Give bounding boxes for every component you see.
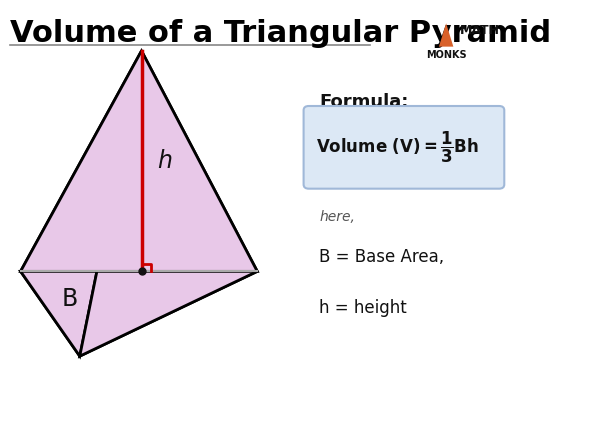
Text: h = height: h = height (319, 299, 407, 317)
Polygon shape (20, 51, 257, 271)
Text: B: B (61, 287, 77, 311)
Polygon shape (20, 51, 142, 356)
FancyBboxPatch shape (304, 106, 504, 189)
Text: h: h (157, 149, 172, 173)
Polygon shape (20, 271, 257, 356)
Text: Formula:: Formula: (319, 93, 409, 111)
Text: Volume of a Triangular Pyramid: Volume of a Triangular Pyramid (10, 19, 551, 48)
Text: B = Base Area,: B = Base Area, (319, 248, 444, 266)
Text: here,: here, (319, 210, 355, 224)
Polygon shape (439, 23, 454, 47)
Text: MATH: MATH (460, 24, 500, 37)
Text: MONKS: MONKS (426, 50, 466, 60)
Text: $\mathbf{Volume\ (V) = \dfrac{1}{3}Bh}$: $\mathbf{Volume\ (V) = \dfrac{1}{3}Bh}$ (316, 130, 479, 165)
Polygon shape (80, 51, 257, 356)
